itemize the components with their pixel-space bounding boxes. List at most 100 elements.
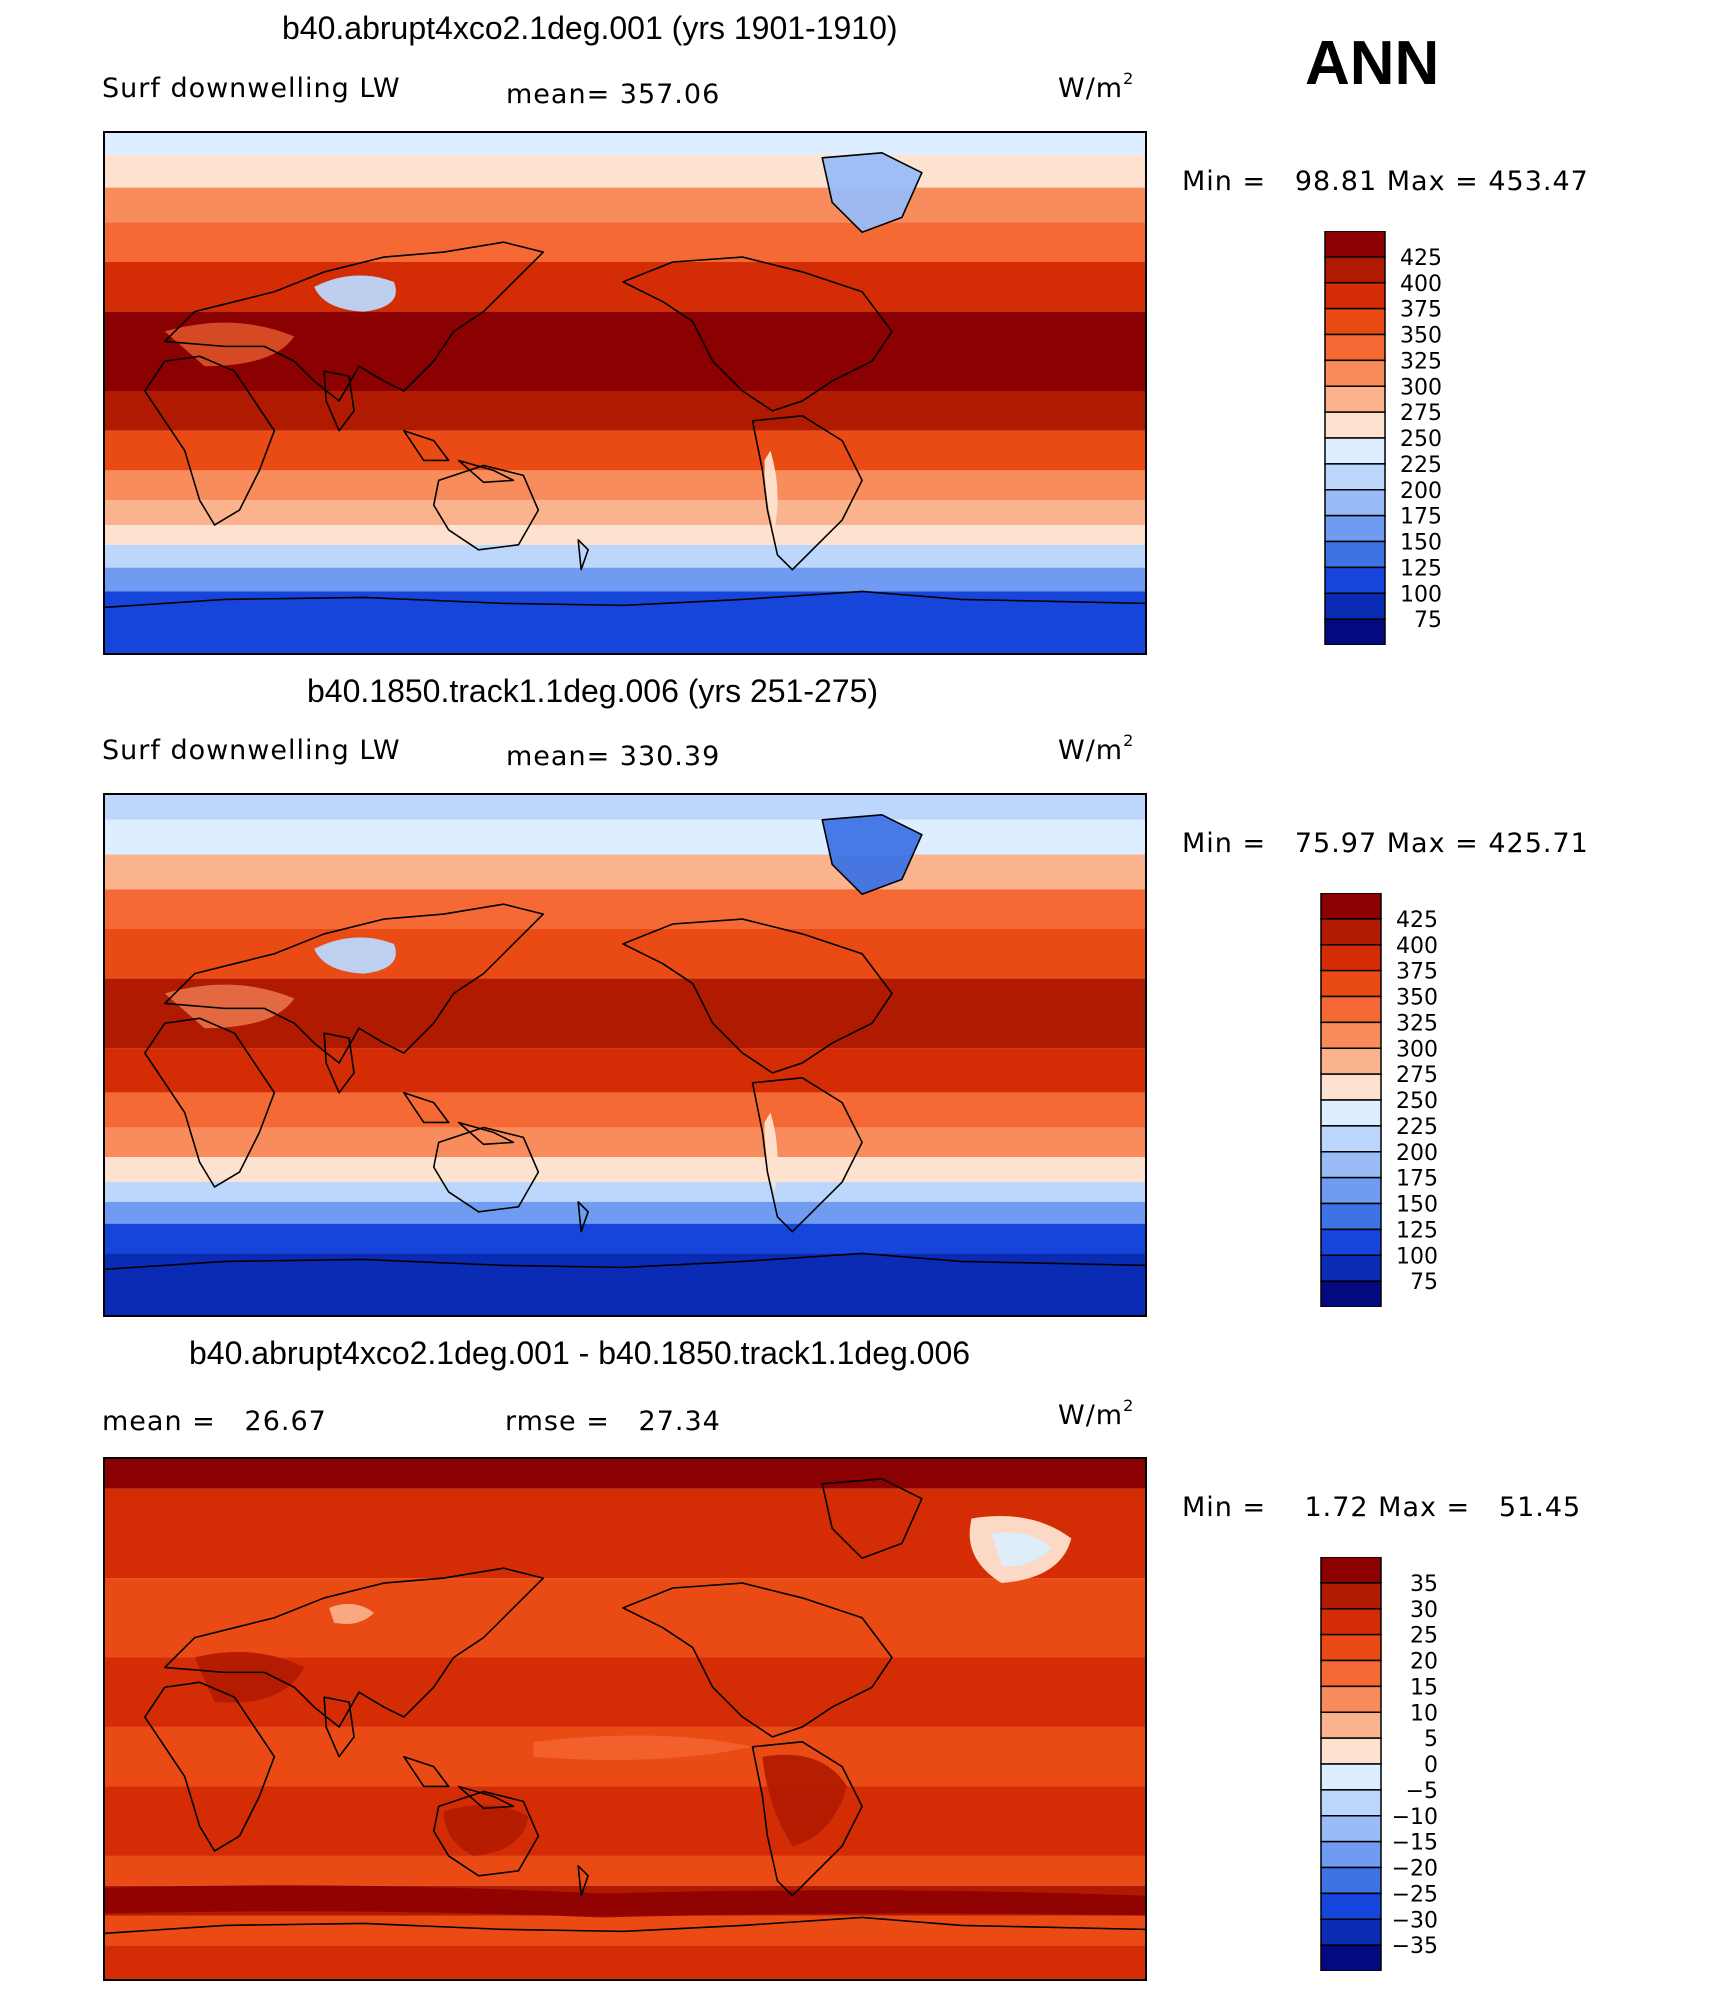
colorbar-tick-label: 150 xyxy=(1396,1193,1438,1218)
colorbar-swatch xyxy=(1324,411,1386,439)
colorbar-tick-label: −5 xyxy=(1406,1779,1438,1804)
panel-2-variable: Surf downwelling LW xyxy=(102,735,401,766)
map-field xyxy=(105,133,1145,653)
colorbar-tick-label: 300 xyxy=(1400,375,1442,400)
panel-3-units-sup: 2 xyxy=(1123,1396,1135,1415)
colorbar-tick-label: 325 xyxy=(1396,1011,1438,1036)
colorbar-swatch xyxy=(1320,1073,1382,1101)
colorbar-swatch xyxy=(1320,1918,1382,1946)
colorbar-swatch xyxy=(1324,333,1386,362)
season-label: ANN xyxy=(1305,29,1440,98)
colorbar-swatch xyxy=(1320,1633,1382,1662)
colorbar-tick-label: 200 xyxy=(1400,479,1442,504)
colorbar-swatch xyxy=(1324,463,1386,491)
panel-3-units: W/m2 xyxy=(1058,1396,1134,1431)
colorbar-swatch xyxy=(1320,1789,1382,1817)
panel-3-mean: mean = 26.67 xyxy=(102,1406,327,1437)
colorbar-tick-label: 10 xyxy=(1410,1701,1438,1726)
colorbar-tick-label: 225 xyxy=(1396,1115,1438,1140)
panel-1-units: W/m2 xyxy=(1058,69,1134,104)
colorbar-swatch xyxy=(1324,489,1386,517)
colorbar-swatch xyxy=(1320,969,1382,998)
colorbar-swatch xyxy=(1324,566,1386,594)
colorbar-svg: 4254003753503253002752502252001751501251… xyxy=(1324,231,1442,645)
colorbar-swatch xyxy=(1324,385,1386,413)
colorbar-swatch xyxy=(1320,1151,1382,1179)
colorbar-swatch xyxy=(1320,1176,1382,1205)
colorbar-tick-label: −20 xyxy=(1392,1857,1438,1882)
colorbar-swatch xyxy=(1320,893,1382,920)
colorbar-swatch xyxy=(1324,618,1386,645)
colorbar-swatch xyxy=(1324,307,1386,336)
colorbar-tick-label: 425 xyxy=(1396,908,1438,933)
colorbar-tick-label: 150 xyxy=(1400,531,1442,556)
colorbar-tick-label: −30 xyxy=(1392,1908,1438,1933)
colorbar-tick-label: −10 xyxy=(1392,1805,1438,1830)
colorbar-swatch xyxy=(1320,1840,1382,1869)
colorbar-swatch xyxy=(1320,1228,1382,1256)
colorbar-tick-label: 5 xyxy=(1424,1727,1438,1752)
colorbar-tick-label: 125 xyxy=(1396,1218,1438,1243)
panel-2-min-max: Min = 75.97 Max = 425.71 xyxy=(1182,828,1589,859)
colorbar-swatch xyxy=(1324,231,1386,258)
coastline-outlines xyxy=(105,152,1145,609)
colorbar-swatch xyxy=(1324,540,1386,569)
colorbar-swatch xyxy=(1320,1202,1382,1231)
colorbar-tick-label: 75 xyxy=(1410,1270,1438,1295)
panel-2-units: W/m2 xyxy=(1058,731,1134,766)
colorbar-tick-label: −15 xyxy=(1392,1831,1438,1856)
colorbar-tick-label: 15 xyxy=(1410,1675,1438,1700)
colorbar-tick-label: 250 xyxy=(1396,1089,1438,1114)
panel-1-map xyxy=(103,131,1147,655)
colorbar-swatch xyxy=(1324,514,1386,543)
colorbar-swatch xyxy=(1324,592,1386,620)
colorbar-tick-label: 0 xyxy=(1424,1753,1438,1778)
panel-3-colorbar: 35 30 25 20 15 10 5 0 −5 −10 −15 −20 −25 −30 −35 xyxy=(1320,1557,1444,1971)
colorbar-tick-label: 425 xyxy=(1400,246,1442,271)
panel-1-units-text: W/m xyxy=(1058,73,1124,104)
colorbar-tick-label: 200 xyxy=(1396,1141,1438,1166)
panel-2-units-sup: 2 xyxy=(1123,731,1135,750)
colorbar-tick-label: 400 xyxy=(1396,934,1438,959)
panel-1-colorbar: 425 400 375 350 325 300 275 250 225 200 175 150 125 1… xyxy=(1324,231,1444,645)
colorbar-swatch xyxy=(1320,944,1382,972)
colorbar-tick-label: 175 xyxy=(1396,1167,1438,1192)
panel-1-title: b40.abrupt4xco2.1deg.001 (yrs 1901-1910) xyxy=(282,10,898,46)
panel-3-units-text: W/m xyxy=(1058,1400,1124,1431)
colorbar-swatch xyxy=(1320,1021,1382,1049)
colorbar-tick-label: 25 xyxy=(1410,1624,1438,1649)
colorbar-tick-label: 20 xyxy=(1410,1650,1438,1675)
coastline-outlines xyxy=(105,814,1145,1271)
colorbar-tick-label: 375 xyxy=(1400,298,1442,323)
colorbar-tick-label: 250 xyxy=(1400,427,1442,452)
panel-1-variable: Surf downwelling LW xyxy=(102,73,401,104)
panel-2-map xyxy=(103,793,1147,1317)
colorbar-swatch xyxy=(1324,437,1386,465)
colorbar-tick-label: 350 xyxy=(1400,324,1442,349)
panel-1-mean: mean= 357.06 xyxy=(506,79,721,110)
colorbar-swatch xyxy=(1320,1892,1382,1920)
colorbar-tick-label: 275 xyxy=(1400,401,1442,426)
colorbar-swatch xyxy=(1320,1582,1382,1610)
colorbar-svg: 4254003753503253002752502252001751501251… xyxy=(1320,893,1438,1307)
colorbar-swatch xyxy=(1324,359,1386,387)
colorbar-tick-label: 350 xyxy=(1396,986,1438,1011)
colorbar-tick-label: 30 xyxy=(1410,1598,1438,1623)
colorbar-swatch xyxy=(1320,918,1382,946)
colorbar-tick-label: 400 xyxy=(1400,272,1442,297)
colorbar-tick-label: 125 xyxy=(1400,556,1442,581)
map-field xyxy=(105,795,1145,1315)
colorbar-tick-label: −35 xyxy=(1392,1934,1438,1959)
panel-2-colorbar: 425 400 375 350 325 300 275 250 225 200 175 150 125 1… xyxy=(1320,893,1444,1307)
panel-2-units-text: W/m xyxy=(1058,735,1124,766)
panel-1-units-sup: 2 xyxy=(1123,69,1135,88)
colorbar-tick-label: 325 xyxy=(1400,349,1442,374)
colorbar-tick-label: 175 xyxy=(1400,505,1442,530)
colorbar-tick-label: 100 xyxy=(1400,582,1442,607)
panel-2-mean: mean= 330.39 xyxy=(506,741,721,772)
colorbar-swatch xyxy=(1320,1944,1382,1971)
colorbar-tick-label: 100 xyxy=(1396,1244,1438,1269)
panel-3-map xyxy=(103,1457,1147,1981)
colorbar-swatch xyxy=(1320,1685,1382,1713)
